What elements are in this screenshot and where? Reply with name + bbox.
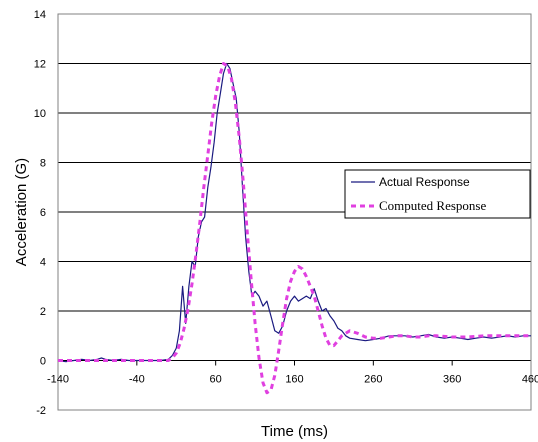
legend: Actual Response Computed Response <box>344 169 531 219</box>
x-tick-label: 60 <box>210 374 222 386</box>
y-tick-label: 4 <box>40 257 46 269</box>
x-tick-labels: -140 -40 60 160 260 360 460 <box>47 374 538 386</box>
y-tick-label: -2 <box>36 405 46 417</box>
legend-label-actual-response: Actual Response <box>379 175 470 189</box>
legend-box <box>344 169 531 219</box>
legend-label-computed-response: Computed Response <box>379 198 486 213</box>
plot-area-border <box>57 13 532 411</box>
y-tick-labels: -2 0 2 4 6 8 10 12 14 <box>34 9 46 417</box>
x-tick-label: 160 <box>285 374 303 386</box>
x-tick-label: 460 <box>522 374 538 386</box>
x-tick-label: 260 <box>364 374 382 386</box>
x-tick-label: -140 <box>47 374 69 386</box>
x-baseline <box>57 360 532 366</box>
x-axis-title: Time (ms) <box>261 423 328 440</box>
y-tick-label: 8 <box>40 158 46 170</box>
y-tick-label: 2 <box>40 306 46 318</box>
y-tick-label: 10 <box>34 108 46 120</box>
y-tick-label: 0 <box>40 356 46 368</box>
y-tick-label: 14 <box>34 9 46 21</box>
y-tick-label: 6 <box>40 207 46 219</box>
series-layer <box>57 62 531 395</box>
x-tick-label: 360 <box>443 374 461 386</box>
y-axis-title: Acceleration (G) <box>13 158 30 266</box>
series-line-computed-response <box>58 62 531 395</box>
x-tick-label: -40 <box>129 374 145 386</box>
y-tick-label: 12 <box>34 59 46 71</box>
